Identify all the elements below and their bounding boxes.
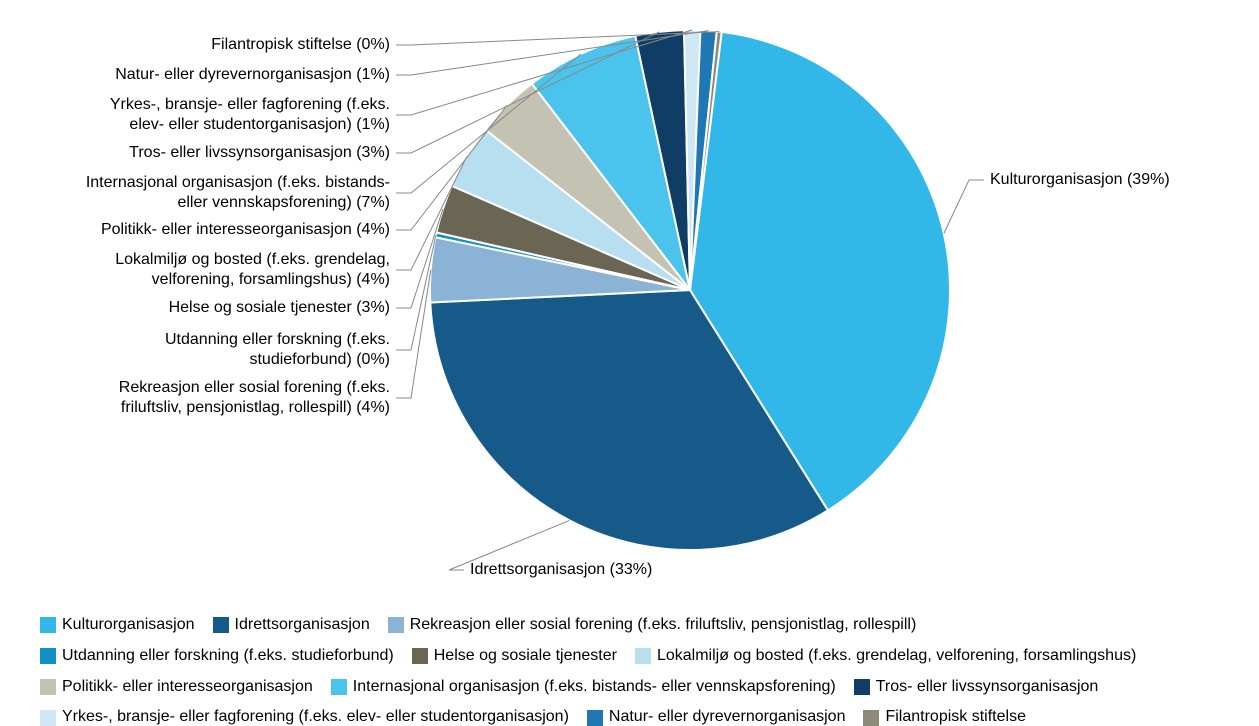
- legend-swatch-filantropisk: [863, 710, 879, 726]
- leader-yrkes: [396, 30, 692, 115]
- legend-item-lokalmiljo: Lokalmiljø og bosted (f.eks. grendelag, …: [635, 641, 1136, 671]
- legend-item-filantropisk: Filantropisk stiftelse: [863, 702, 1026, 726]
- callout-yrkes: Yrkes-, bransje- eller fagforening (f.ek…: [60, 95, 390, 135]
- legend-item-tros: Tros- eller livssynsorganisasjon: [854, 672, 1099, 702]
- callout-internasjonal: Internasjonal organisasjon (f.eks. bista…: [60, 173, 390, 213]
- chart-container: { "chart": { "type": "pie", "center_x": …: [0, 0, 1259, 726]
- legend-swatch-helse: [412, 648, 428, 664]
- legend-label-natur: Natur- eller dyrevernorganisasjon: [609, 702, 846, 726]
- callout-helse: Helse og sosiale tjenester (3%): [60, 298, 390, 318]
- leader-internasjonal: [396, 54, 581, 193]
- legend-swatch-utdanning: [40, 648, 56, 664]
- callout-politikk: Politikk- eller interesseorganisasjon (4…: [60, 220, 390, 240]
- legend-item-internasjonal: Internasjonal organisasjon (f.eks. bista…: [331, 672, 836, 702]
- leader-lokalmiljo: [396, 157, 467, 270]
- leader-kultur: [944, 180, 984, 234]
- legend-swatch-kultur: [40, 617, 56, 633]
- legend-label-yrkes: Yrkes-, bransje- eller fagforening (f.ek…: [62, 702, 569, 726]
- legend-item-helse: Helse og sosiale tjenester: [412, 641, 617, 671]
- leader-tros: [396, 32, 660, 153]
- legend-swatch-idrett: [213, 617, 229, 633]
- legend-label-idrett: Idrettsorganisasjon: [235, 610, 370, 640]
- legend-label-politikk: Politikk- eller interesseorganisasjon: [62, 672, 313, 702]
- legend-label-utdanning: Utdanning eller forskning (f.eks. studie…: [62, 641, 394, 671]
- legend-label-filantropisk: Filantropisk stiftelse: [885, 702, 1026, 726]
- legend-swatch-natur: [587, 710, 603, 726]
- callout-idrett: Idrettsorganisasjon (33%): [470, 560, 770, 580]
- legend-label-kultur: Kulturorganisasjon: [62, 610, 195, 640]
- callout-kultur: Kulturorganisasjon (39%): [990, 170, 1259, 190]
- callout-natur: Natur- eller dyrevernorganisasjon (1%): [60, 65, 390, 85]
- legend-label-tros: Tros- eller livssynsorganisasjon: [876, 672, 1099, 702]
- legend-item-yrkes: Yrkes-, bransje- eller fagforening (f.ek…: [40, 702, 569, 726]
- leader-helse: [396, 209, 443, 308]
- legend-label-internasjonal: Internasjonal organisasjon (f.eks. bista…: [353, 672, 836, 702]
- leader-natur: [396, 31, 709, 75]
- leader-politikk: [396, 105, 507, 230]
- legend-swatch-internasjonal: [331, 679, 347, 695]
- legend-item-rekreasjon: Rekreasjon eller sosial forening (f.eks.…: [388, 610, 917, 640]
- leader-rekreasjon: [396, 270, 431, 398]
- callout-lokalmiljo: Lokalmiljø og bosted (f.eks. grendelag, …: [60, 250, 390, 290]
- callout-tros: Tros- eller livssynsorganisasjon (3%): [60, 143, 390, 163]
- legend-item-idrett: Idrettsorganisasjon: [213, 610, 370, 640]
- callout-rekreasjon: Rekreasjon eller sosial forening (f.eks.…: [60, 378, 390, 418]
- legend-swatch-rekreasjon: [388, 617, 404, 633]
- legend-swatch-politikk: [40, 679, 56, 695]
- legend-swatch-tros: [854, 679, 870, 695]
- leader-filantropisk: [396, 32, 719, 45]
- legend-label-rekreasjon: Rekreasjon eller sosial forening (f.eks.…: [410, 610, 917, 640]
- legend-label-helse: Helse og sosiale tjenester: [434, 641, 617, 671]
- callout-utdanning: Utdanning eller forskning (f.eks. studie…: [60, 330, 390, 370]
- legend-item-utdanning: Utdanning eller forskning (f.eks. studie…: [40, 641, 394, 671]
- legend-item-politikk: Politikk- eller interesseorganisasjon: [40, 672, 313, 702]
- callout-filantropisk: Filantropisk stiftelse (0%): [60, 35, 390, 55]
- legend-item-kultur: Kulturorganisasjon: [40, 610, 195, 640]
- legend: Kulturorganisasjon Idrettsorganisasjon Rek…: [40, 610, 1219, 726]
- legend-swatch-lokalmiljo: [635, 648, 651, 664]
- legend-label-lokalmiljo: Lokalmiljø og bosted (f.eks. grendelag, …: [657, 641, 1136, 671]
- legend-item-natur: Natur- eller dyrevernorganisasjon: [587, 702, 846, 726]
- legend-swatch-yrkes: [40, 710, 56, 726]
